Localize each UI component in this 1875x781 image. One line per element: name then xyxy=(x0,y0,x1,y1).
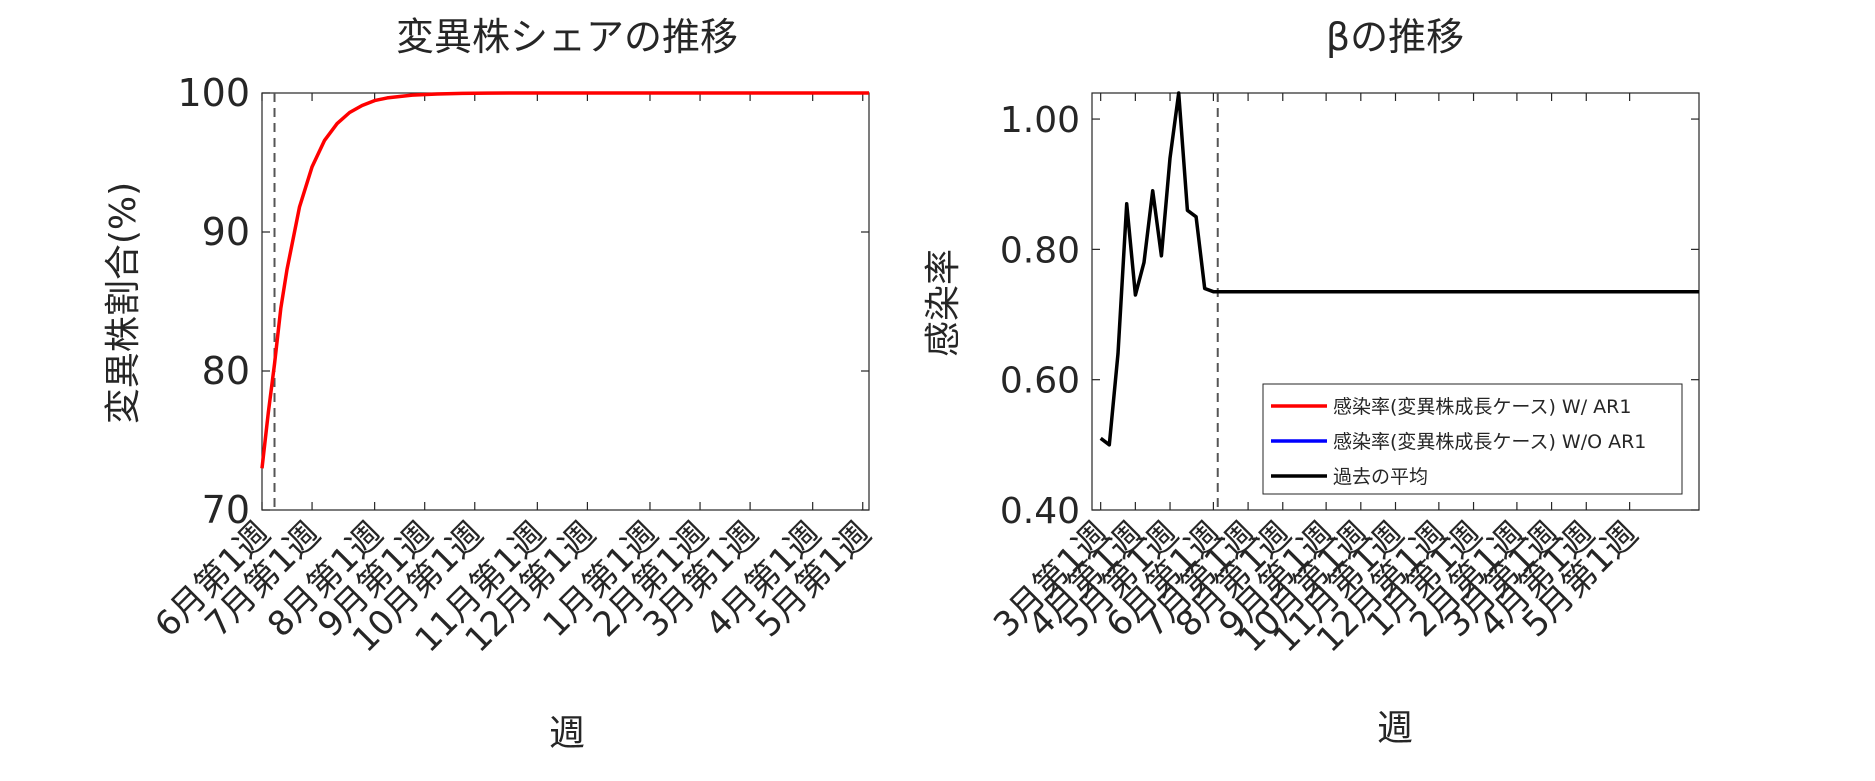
series-line xyxy=(1099,91,1699,447)
y-tick-label: 70 xyxy=(202,488,250,532)
y-tick-label: 100 xyxy=(177,71,250,115)
y-tick-label: 80 xyxy=(202,349,250,393)
legend-label: 感染率(変異株成長ケース) W/O AR1 xyxy=(1333,431,1646,453)
x-axis-label: 週 xyxy=(549,713,585,754)
plot-area: 0.400.600.801.003月第1週4月第1週5月第1週6月第1週7月第1… xyxy=(986,91,1700,660)
y-tick-label: 1.00 xyxy=(1000,100,1080,141)
x-axis-label: 週 xyxy=(1377,708,1413,749)
y-axis-label: 変異株割合(%) xyxy=(103,182,144,424)
y-axis-label: 感染率 xyxy=(923,249,964,357)
legend-box xyxy=(1262,383,1683,495)
legend-label: 感染率(変異株成長ケース) W/ AR1 xyxy=(1333,396,1631,418)
y-tick-label: 90 xyxy=(202,210,250,254)
series-line xyxy=(260,91,869,469)
chart-title: 変異株シェアの推移 xyxy=(396,15,738,59)
y-tick-label: 0.60 xyxy=(1000,361,1080,402)
legend-label: 過去の平均 xyxy=(1333,466,1428,488)
y-tick-label: 0.80 xyxy=(1000,230,1080,271)
chart-title: βの推移 xyxy=(1326,15,1464,59)
legend: 感染率(変異株成長ケース) W/ AR1 感染率(変異株成長ケース) W/O AR… xyxy=(1262,383,1683,495)
beta-chart: βの推移 感染率 週 0.400.600.801.003月第1週4月第1週5月第… xyxy=(923,15,1700,749)
y-tick-label: 0.40 xyxy=(1000,491,1080,532)
